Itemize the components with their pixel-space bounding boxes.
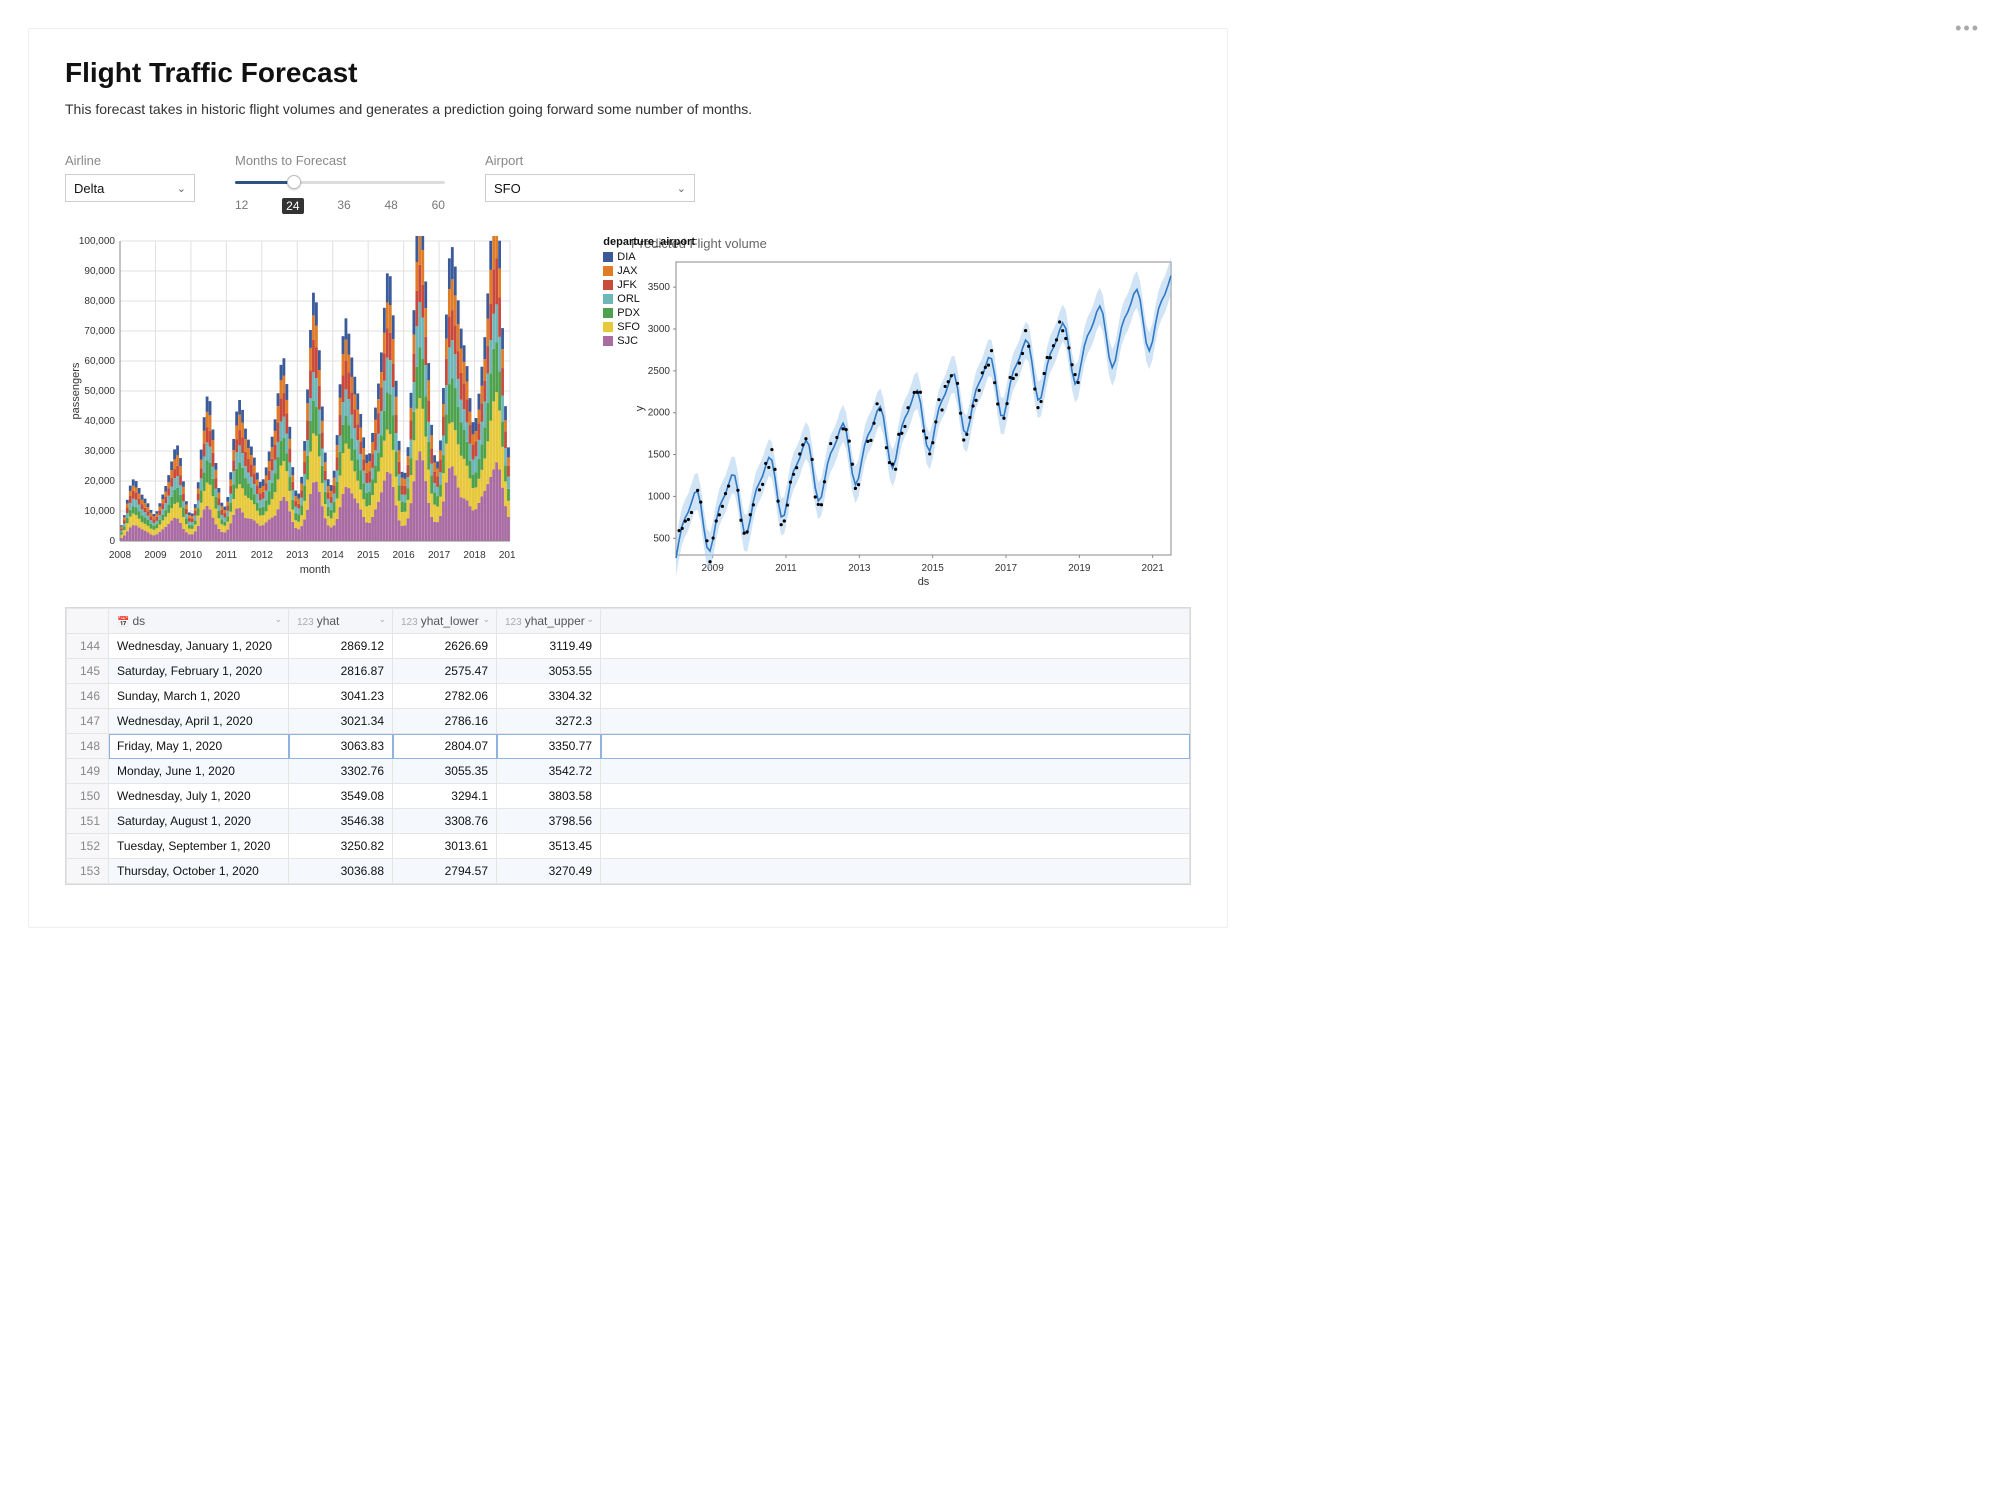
col-filler	[601, 609, 1190, 634]
svg-text:2014: 2014	[322, 550, 345, 561]
svg-text:2011: 2011	[216, 550, 238, 561]
svg-text:100,000: 100,000	[79, 236, 116, 247]
table-row[interactable]: 149Monday, June 1, 20203302.763055.35354…	[67, 759, 1190, 784]
forecast-chart: Predicted Flight volume 500 1000 1500 2000 2…	[631, 236, 1191, 587]
svg-text:60,000: 60,000	[84, 356, 115, 367]
legend-item: JFK	[603, 279, 695, 291]
svg-text:2009: 2009	[702, 563, 725, 574]
legend-item: SFO	[603, 321, 695, 333]
slider-tick[interactable]: 60	[432, 198, 445, 214]
table-row[interactable]: 146Sunday, March 1, 20203041.232782.0633…	[67, 684, 1190, 709]
svg-text:10,000: 10,000	[84, 506, 115, 517]
forecast-chart-title: Predicted Flight volume	[631, 236, 1191, 251]
svg-text:2008: 2008	[109, 550, 132, 561]
col-yhat-upper[interactable]: 123yhat_upper⌄	[497, 609, 601, 634]
slider-tick[interactable]: 48	[384, 198, 397, 214]
table-row[interactable]: 145Saturday, February 1, 20202816.872575…	[67, 659, 1190, 684]
svg-text:month: month	[300, 564, 331, 576]
historic-chart: 0 10,000 20,000 30,000 40,000 50,000 60,000 70,…	[65, 236, 605, 587]
svg-text:2010: 2010	[180, 550, 203, 561]
table-row[interactable]: 147Wednesday, April 1, 20203021.342786.1…	[67, 709, 1190, 734]
chevron-down-icon: ⌄	[586, 614, 594, 625]
svg-text:2018: 2018	[463, 550, 486, 561]
svg-text:2000: 2000	[648, 408, 671, 419]
airport-value: SFO	[494, 181, 521, 196]
legend-item: DIA	[603, 251, 695, 263]
slider-tick[interactable]: 12	[235, 198, 248, 214]
legend-item: JAX	[603, 265, 695, 277]
airline-value: Delta	[74, 181, 104, 196]
table-row[interactable]: 151Saturday, August 1, 20203546.383308.7…	[67, 809, 1190, 834]
svg-text:passengers: passengers	[70, 362, 82, 419]
airport-label: Airport	[485, 153, 695, 168]
svg-text:40,000: 40,000	[84, 416, 115, 427]
legend-item: ORL	[603, 293, 695, 305]
svg-text:y: y	[634, 405, 646, 411]
table-row[interactable]: 150Wednesday, July 1, 20203549.083294.13…	[67, 784, 1190, 809]
svg-text:50,000: 50,000	[84, 386, 115, 397]
table-row[interactable]: 153Thursday, October 1, 20203036.882794.…	[67, 859, 1190, 884]
svg-text:1000: 1000	[648, 491, 671, 502]
airline-label: Airline	[65, 153, 195, 168]
svg-text:70,000: 70,000	[84, 326, 115, 337]
svg-text:1500: 1500	[648, 450, 671, 461]
svg-text:2017: 2017	[428, 550, 451, 561]
svg-text:2012: 2012	[251, 550, 274, 561]
svg-text:ds: ds	[918, 576, 930, 587]
svg-text:2017: 2017	[995, 563, 1018, 574]
chevron-down-icon: ⌄	[677, 182, 686, 195]
svg-text:2019: 2019	[1068, 563, 1091, 574]
col-ds[interactable]: 📅ds⌄	[109, 609, 289, 634]
slider-thumb[interactable]	[287, 175, 301, 189]
slider-tick[interactable]: 36	[337, 198, 350, 214]
slider-ticks: 12 24 36 48 60	[235, 198, 445, 214]
svg-text:80,000: 80,000	[84, 296, 115, 307]
chevron-down-icon: ⌄	[378, 614, 386, 625]
col-yhat[interactable]: 123yhat⌄	[289, 609, 393, 634]
page-title: Flight Traffic Forecast	[65, 57, 1191, 89]
airport-select[interactable]: SFO ⌄	[485, 174, 695, 202]
svg-text:20,000: 20,000	[84, 476, 115, 487]
table-row[interactable]: 152Tuesday, September 1, 20203250.823013…	[67, 834, 1190, 859]
svg-text:500: 500	[653, 533, 670, 544]
legend: departure_airport DIA JAX JFK ORL PDX SFO SJC	[603, 236, 695, 349]
svg-text:2009: 2009	[144, 550, 167, 561]
controls-row: Airline Delta ⌄ Months to Forecast 12 24 3…	[65, 153, 1191, 214]
svg-text:30,000: 30,000	[84, 446, 115, 457]
dashboard-card: Flight Traffic Forecast This forecast ta…	[28, 28, 1228, 928]
overflow-menu[interactable]: •••	[1955, 18, 1980, 39]
svg-text:2013: 2013	[286, 550, 309, 561]
svg-text:2019: 2019	[499, 550, 515, 561]
airline-control: Airline Delta ⌄	[65, 153, 195, 202]
legend-title: departure_airport	[603, 236, 695, 248]
months-control: Months to Forecast 12 24 36 48 60	[235, 153, 445, 214]
svg-text:2500: 2500	[648, 366, 671, 377]
months-label: Months to Forecast	[235, 153, 445, 168]
svg-text:2016: 2016	[393, 550, 416, 561]
col-yhat-lower[interactable]: 123yhat_lower⌄	[393, 609, 497, 634]
table-row[interactable]: 144Wednesday, January 1, 20202869.122626…	[67, 634, 1190, 659]
svg-text:90,000: 90,000	[84, 266, 115, 277]
months-slider[interactable]	[235, 174, 445, 190]
date-icon: 📅	[117, 617, 129, 628]
svg-text:2015: 2015	[357, 550, 380, 561]
svg-text:2011: 2011	[775, 563, 797, 574]
slider-tick[interactable]: 24	[282, 198, 303, 214]
airport-control: Airport SFO ⌄	[485, 153, 695, 202]
chevron-down-icon: ⌄	[177, 182, 186, 195]
page-subtitle: This forecast takes in historic flight v…	[65, 101, 1191, 117]
forecast-table: 📅ds⌄ 123yhat⌄ 123yhat_lower⌄ 123yhat_upp…	[65, 607, 1191, 885]
svg-text:2021: 2021	[1142, 563, 1165, 574]
chevron-down-icon: ⌄	[274, 614, 282, 625]
chevron-down-icon: ⌄	[482, 614, 490, 625]
svg-text:0: 0	[109, 536, 115, 547]
svg-text:2015: 2015	[922, 563, 945, 574]
legend-item: SJC	[603, 335, 695, 347]
row-number-header	[67, 609, 109, 634]
legend-item: PDX	[603, 307, 695, 319]
airline-select[interactable]: Delta ⌄	[65, 174, 195, 202]
table-row[interactable]: 148Friday, May 1, 20203063.832804.073350…	[67, 734, 1190, 759]
svg-text:2013: 2013	[848, 563, 871, 574]
